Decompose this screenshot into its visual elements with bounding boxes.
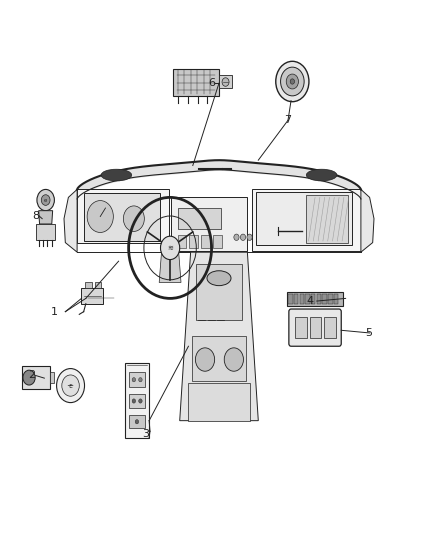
FancyBboxPatch shape (289, 309, 341, 346)
Bar (306, 195, 348, 243)
Circle shape (281, 67, 304, 96)
Text: 5: 5 (365, 328, 372, 338)
Circle shape (240, 234, 246, 240)
Bar (322, 294, 327, 304)
Bar (219, 75, 232, 88)
Bar (324, 317, 336, 338)
Bar (21, 367, 50, 389)
Polygon shape (252, 189, 361, 251)
Text: ε: ε (69, 383, 73, 389)
Bar (84, 193, 160, 241)
Text: e: e (44, 198, 47, 203)
Circle shape (87, 200, 113, 232)
Polygon shape (64, 189, 77, 252)
Text: 4: 4 (306, 296, 314, 306)
Bar (189, 235, 198, 248)
Circle shape (139, 377, 142, 382)
Polygon shape (159, 243, 181, 282)
Text: 7: 7 (284, 115, 291, 125)
Text: 2: 2 (28, 370, 35, 381)
Circle shape (132, 399, 136, 403)
Circle shape (290, 79, 294, 84)
Circle shape (247, 234, 252, 240)
Bar (36, 224, 55, 240)
Bar (130, 372, 145, 387)
Circle shape (139, 399, 142, 403)
Text: 1: 1 (51, 306, 58, 317)
Circle shape (195, 348, 215, 371)
Bar (287, 292, 343, 306)
Bar (192, 336, 246, 381)
Bar (196, 264, 242, 320)
Bar (188, 383, 250, 421)
Circle shape (276, 61, 309, 102)
Circle shape (41, 195, 50, 205)
Bar (213, 235, 222, 248)
Bar (177, 208, 221, 229)
Bar (171, 197, 247, 251)
Circle shape (222, 78, 229, 86)
Text: 8: 8 (32, 211, 39, 221)
Bar (177, 235, 186, 248)
Bar (317, 294, 321, 304)
Polygon shape (180, 252, 258, 421)
Bar (125, 364, 149, 438)
Bar (85, 282, 92, 288)
Text: 3: 3 (143, 429, 150, 439)
Bar (95, 282, 101, 288)
Circle shape (286, 74, 298, 89)
Polygon shape (39, 211, 53, 224)
Bar (328, 294, 332, 304)
Circle shape (57, 368, 85, 402)
Polygon shape (361, 189, 374, 252)
Circle shape (135, 419, 139, 424)
Bar (295, 317, 307, 338)
Circle shape (132, 377, 136, 382)
Bar (81, 288, 103, 304)
Bar (300, 294, 304, 304)
Bar (311, 294, 315, 304)
Circle shape (224, 348, 244, 371)
Circle shape (37, 189, 54, 211)
Text: ≋: ≋ (167, 245, 173, 251)
Ellipse shape (207, 271, 231, 286)
Text: 6: 6 (208, 78, 215, 88)
Ellipse shape (306, 169, 337, 181)
Bar (294, 294, 298, 304)
Bar (201, 235, 210, 248)
Circle shape (124, 206, 145, 231)
Bar (50, 372, 54, 383)
Bar (310, 317, 321, 338)
Bar (288, 294, 293, 304)
Circle shape (62, 375, 79, 396)
Bar (173, 69, 219, 96)
Bar (305, 294, 310, 304)
Circle shape (23, 370, 35, 385)
Circle shape (234, 234, 239, 240)
Bar (130, 393, 145, 408)
Bar (130, 415, 145, 428)
Ellipse shape (101, 169, 132, 181)
Circle shape (160, 236, 180, 260)
Bar (256, 192, 352, 245)
Polygon shape (77, 189, 169, 243)
Bar (334, 294, 338, 304)
